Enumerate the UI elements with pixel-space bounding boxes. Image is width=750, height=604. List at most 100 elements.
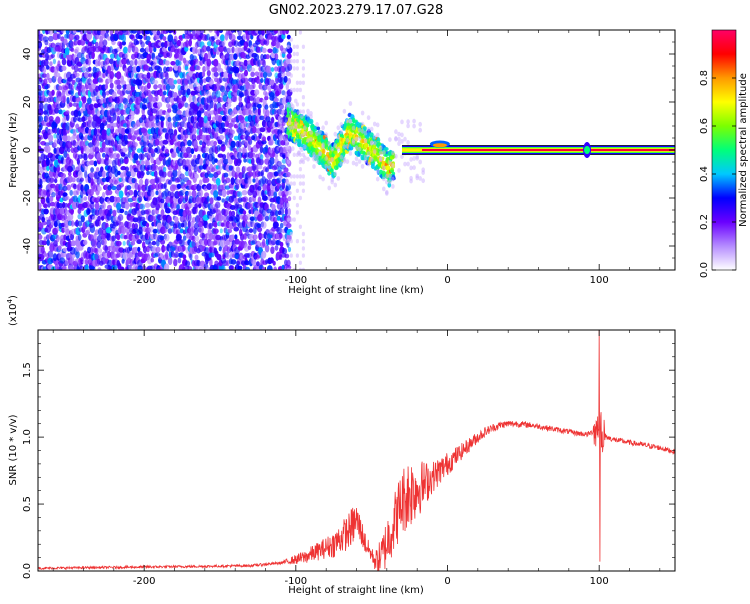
heatmap-cell [120,166,127,171]
heatmap-cell [237,133,242,142]
heatmap-cell [84,146,90,155]
heatmap-cell [318,151,322,156]
heatmap-cell [57,33,61,40]
heatmap-cell [83,239,88,246]
heatmap-cell [243,158,247,163]
heatmap-cell [65,228,71,236]
heatmap-cell [91,215,98,221]
snr-y-axis-label: SNR (10 * v/v) [8,414,19,485]
heatmap-cell [57,203,64,209]
heatmap-cell [281,99,286,105]
heatmap-x-tick-label: 100 [590,275,609,286]
heatmap-cell [204,52,208,62]
heatmap-cell [177,165,181,171]
snr-series-line [38,330,675,571]
heatmap-cell [284,145,289,151]
heatmap-cell [216,196,222,201]
heatmap-cell [75,219,79,228]
heatmap-cell [233,135,239,141]
heatmap-cell [219,228,223,234]
heatmap-cell [68,102,73,108]
heatmap-cell [49,195,54,202]
heatmap-cell [223,71,229,79]
heatmap-cell [262,136,267,142]
heatmap-cell [114,165,118,173]
heatmap-cell [164,148,170,154]
heatmap-cell [150,148,155,154]
heatmap-cell [93,160,98,167]
heatmap-cell [209,197,214,205]
heatmap-cell [237,140,242,148]
heatmap-cell [216,254,222,261]
heatmap-cell [58,85,63,91]
heatmap-cell [295,210,299,215]
heatmap-cell [66,184,71,191]
heatmap-cell [126,30,131,36]
heatmap-cell [230,234,236,240]
heatmap-cell [63,213,68,221]
heatmap-cell [357,136,362,142]
heatmap-cell [96,152,101,161]
heatmap-cell [233,221,237,228]
heatmap-cell [51,191,56,198]
heatmap-cell [42,36,49,42]
heatmap-cell [109,58,114,65]
snr-frame [37,329,676,572]
heatmap-cell [99,78,104,83]
heatmap-cell [375,169,380,174]
heatmap-cell [64,47,70,56]
heatmap-cell [57,60,61,68]
heatmap-cell [154,170,158,178]
heatmap-cell [69,265,75,270]
heatmap-cell [286,53,292,59]
heatmap-cell [183,60,190,67]
heatmap-cell [218,164,222,172]
heatmap-cell [300,133,304,139]
heatmap-cell [161,171,167,178]
colorbar-tick-label: 0.8 [699,70,710,86]
heatmap-cell [102,201,106,210]
heatmap-cell [292,195,296,201]
heatmap-cell [333,143,338,148]
heatmap-cell [286,159,290,165]
heatmap-cell [388,179,392,185]
heatmap-cell [74,72,80,78]
heatmap-cell [159,235,165,241]
heatmap-cell [80,145,84,155]
heatmap-cell [286,190,292,196]
heatmap-cell [231,210,236,217]
heatmap-cell [259,127,266,133]
heatmap-cell [284,208,289,216]
heatmap-cell [125,226,131,235]
heatmap-cell [281,126,286,132]
heatmap-cell [140,41,145,48]
heatmap-cell [51,89,55,96]
heatmap-cell [41,216,46,223]
heatmap-cell [412,156,416,161]
heatmap-cell [55,147,61,155]
heatmap-cell [174,216,179,223]
heatmap-cell [213,58,219,67]
heatmap-cell [124,201,130,210]
heatmap-cell [94,146,100,154]
heatmap-cell [185,40,190,48]
heatmap-cell [63,72,67,81]
heatmap-cell [43,208,49,215]
heatmap-cell [289,181,293,186]
heatmap-cell [223,172,229,178]
heatmap-cell [53,133,57,139]
colorbar-tick-label: 0.4 [699,166,710,182]
heatmap-cell [187,139,192,147]
heatmap-cell [342,156,347,162]
heatmap-cell [101,170,106,178]
heatmap-cell [144,30,151,35]
heatmap-cell [88,188,94,197]
heatmap-cell [230,165,235,172]
heatmap-cell [230,177,235,186]
heatmap-cell [218,134,225,141]
heatmap-cell [173,129,178,136]
heatmap-cell [242,196,249,203]
heatmap-cell [130,59,136,66]
heatmap-cell [219,85,226,93]
heatmap-x-axis-label: Height of straight line (km) [288,285,424,296]
